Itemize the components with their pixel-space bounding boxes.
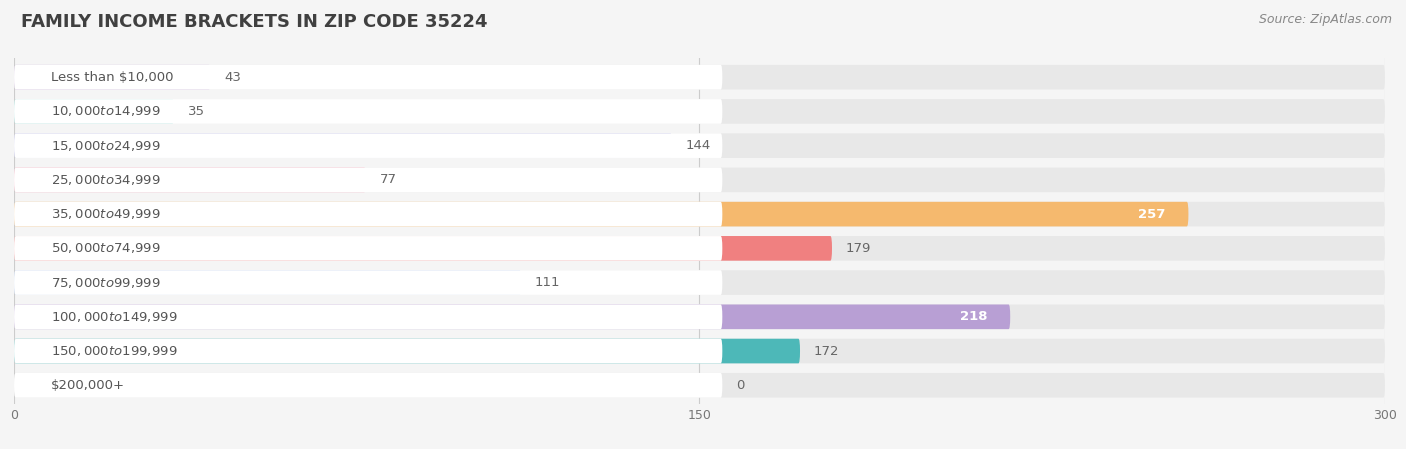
FancyBboxPatch shape xyxy=(14,304,723,329)
Text: Less than $10,000: Less than $10,000 xyxy=(51,70,173,84)
FancyBboxPatch shape xyxy=(14,99,174,124)
Text: $10,000 to $14,999: $10,000 to $14,999 xyxy=(51,105,160,119)
FancyBboxPatch shape xyxy=(14,202,1188,226)
Text: 257: 257 xyxy=(1139,207,1166,220)
FancyBboxPatch shape xyxy=(14,339,800,363)
FancyBboxPatch shape xyxy=(14,133,672,158)
FancyBboxPatch shape xyxy=(14,236,832,261)
FancyBboxPatch shape xyxy=(14,167,366,192)
FancyBboxPatch shape xyxy=(14,304,1385,329)
Text: $15,000 to $24,999: $15,000 to $24,999 xyxy=(51,139,160,153)
FancyBboxPatch shape xyxy=(14,202,1385,226)
Text: $200,000+: $200,000+ xyxy=(51,379,125,392)
Text: $150,000 to $199,999: $150,000 to $199,999 xyxy=(51,344,177,358)
Text: 144: 144 xyxy=(686,139,711,152)
FancyBboxPatch shape xyxy=(14,304,1010,329)
Text: $25,000 to $34,999: $25,000 to $34,999 xyxy=(51,173,160,187)
Text: Source: ZipAtlas.com: Source: ZipAtlas.com xyxy=(1258,13,1392,26)
FancyBboxPatch shape xyxy=(14,339,1385,363)
Text: 218: 218 xyxy=(960,310,987,323)
Text: $100,000 to $149,999: $100,000 to $149,999 xyxy=(51,310,177,324)
FancyBboxPatch shape xyxy=(14,167,723,192)
FancyBboxPatch shape xyxy=(14,270,723,295)
FancyBboxPatch shape xyxy=(14,65,723,89)
FancyBboxPatch shape xyxy=(14,270,1385,295)
Text: $50,000 to $74,999: $50,000 to $74,999 xyxy=(51,242,160,255)
Text: 77: 77 xyxy=(380,173,396,186)
FancyBboxPatch shape xyxy=(14,65,1385,89)
Text: 172: 172 xyxy=(814,344,839,357)
FancyBboxPatch shape xyxy=(14,236,1385,261)
Text: $75,000 to $99,999: $75,000 to $99,999 xyxy=(51,276,160,290)
Text: 111: 111 xyxy=(536,276,561,289)
FancyBboxPatch shape xyxy=(14,236,723,261)
FancyBboxPatch shape xyxy=(14,202,723,226)
FancyBboxPatch shape xyxy=(14,99,723,124)
FancyBboxPatch shape xyxy=(14,65,211,89)
FancyBboxPatch shape xyxy=(14,339,723,363)
FancyBboxPatch shape xyxy=(14,270,522,295)
FancyBboxPatch shape xyxy=(14,133,1385,158)
Text: 0: 0 xyxy=(737,379,744,392)
FancyBboxPatch shape xyxy=(14,99,1385,124)
Text: 35: 35 xyxy=(188,105,205,118)
Text: $35,000 to $49,999: $35,000 to $49,999 xyxy=(51,207,160,221)
FancyBboxPatch shape xyxy=(14,373,1385,398)
Text: 43: 43 xyxy=(225,70,242,84)
FancyBboxPatch shape xyxy=(14,133,723,158)
FancyBboxPatch shape xyxy=(14,373,723,398)
Text: FAMILY INCOME BRACKETS IN ZIP CODE 35224: FAMILY INCOME BRACKETS IN ZIP CODE 35224 xyxy=(21,13,488,31)
Text: 179: 179 xyxy=(846,242,872,255)
FancyBboxPatch shape xyxy=(14,167,1385,192)
